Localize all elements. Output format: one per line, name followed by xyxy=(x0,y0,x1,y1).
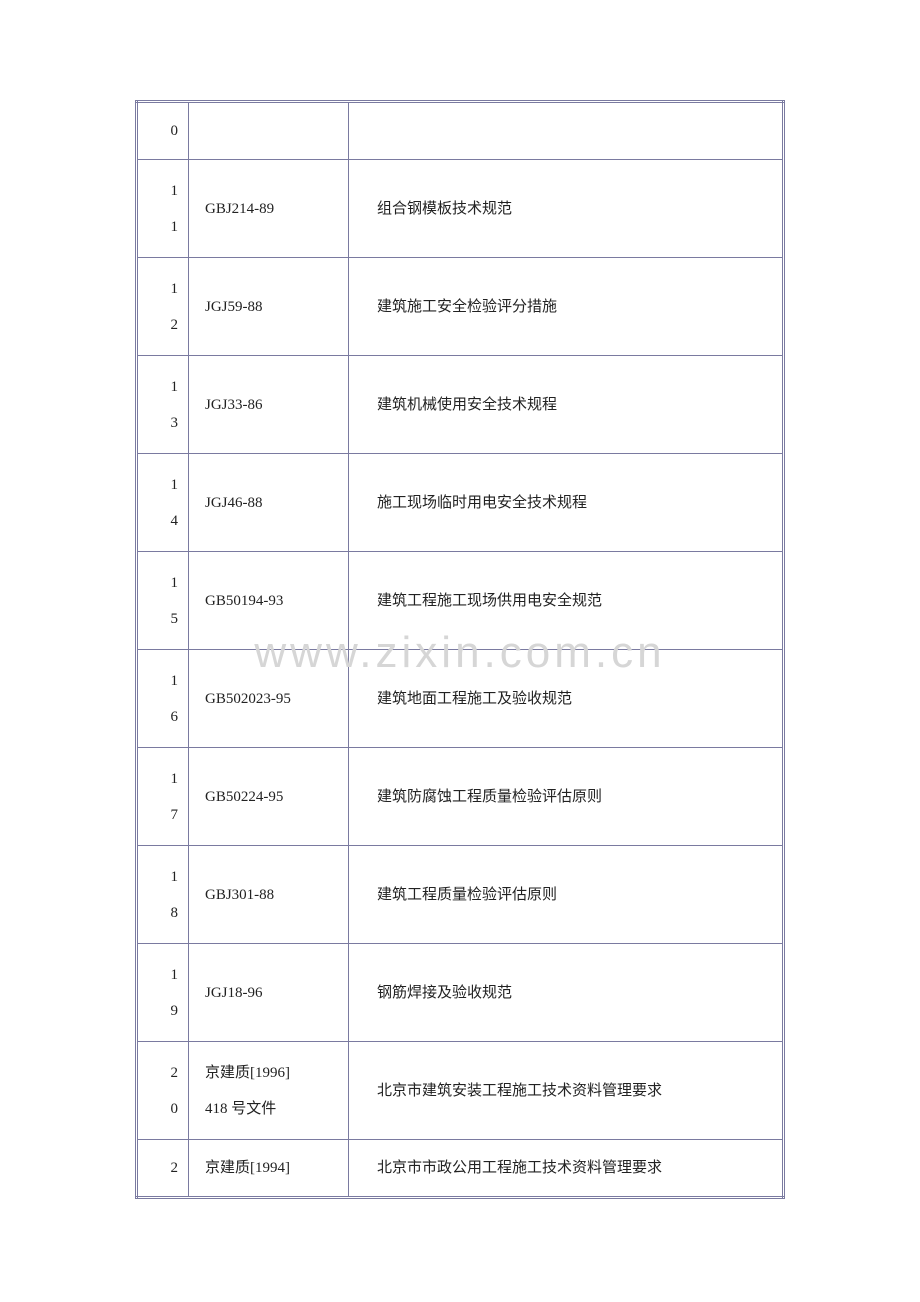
row-number-digit: 1 xyxy=(142,663,180,699)
row-number-digit: 1 xyxy=(142,173,180,209)
table-row: 20京建质[1996]418 号文件北京市建筑安装工程施工技术资料管理要求 xyxy=(137,1042,784,1140)
cell-standard-code: 京建质[1996]418 号文件 xyxy=(189,1042,349,1140)
cell-standard-code: GBJ214-89 xyxy=(189,160,349,258)
table-row: 15 GB50194-93建筑工程施工现场供用电安全规范 xyxy=(137,552,784,650)
table-row: 17 GB50224-95建筑防腐蚀工程质量检验评估原则 xyxy=(137,748,784,846)
cell-standard-code: GBJ301-88 xyxy=(189,846,349,944)
row-number-digit: 2 xyxy=(142,1055,180,1091)
table-row: 12 JGJ59-88建筑施工安全检验评分措施 xyxy=(137,258,784,356)
standards-table: 011GBJ214-89组合钢模板技术规范12JGJ59-88建筑施工安全检验评… xyxy=(135,100,785,1199)
row-number-digit: 0 xyxy=(142,1091,180,1127)
standard-code-line: GB50194-93 xyxy=(205,583,340,619)
row-number-digit: 1 xyxy=(142,761,180,797)
row-number-digit: 1 xyxy=(142,859,180,895)
cell-standard-title: 建筑机械使用安全技术规程 xyxy=(349,356,784,454)
cell-standard-title xyxy=(349,102,784,160)
row-number-digit: 8 xyxy=(142,895,180,931)
table-row: 11 GBJ214-89组合钢模板技术规范 xyxy=(137,160,784,258)
cell-standard-title: 建筑地面工程施工及验收规范 xyxy=(349,650,784,748)
table-row: 2 京建质[1994]北京市市政公用工程施工技术资料管理要求 xyxy=(137,1140,784,1198)
cell-standard-code: JGJ59-88 xyxy=(189,258,349,356)
standard-code-line: GB50224-95 xyxy=(205,779,340,815)
row-number-digit: 9 xyxy=(142,993,180,1029)
standard-code-line: 418 号文件 xyxy=(205,1091,340,1127)
standard-code-line: JGJ46-88 xyxy=(205,485,340,521)
cell-standard-title: 组合钢模板技术规范 xyxy=(349,160,784,258)
cell-standard-title: 建筑工程质量检验评估原则 xyxy=(349,846,784,944)
row-number-digit: 4 xyxy=(142,503,180,539)
row-number-digit: 6 xyxy=(142,699,180,735)
cell-standard-code: JGJ46-88 xyxy=(189,454,349,552)
standard-code-line: JGJ59-88 xyxy=(205,289,340,325)
row-number-digit: 1 xyxy=(142,467,180,503)
cell-standard-title: 建筑施工安全检验评分措施 xyxy=(349,258,784,356)
table-row: 16 GB502023-95建筑地面工程施工及验收规范 xyxy=(137,650,784,748)
standard-code-line: GBJ214-89 xyxy=(205,191,340,227)
row-number-digit: 7 xyxy=(142,797,180,833)
cell-standard-code: JGJ33-86 xyxy=(189,356,349,454)
cell-standard-title: 北京市市政公用工程施工技术资料管理要求 xyxy=(349,1140,784,1198)
standard-code-line: 京建质[1994] xyxy=(205,1150,340,1186)
row-number-digit: 1 xyxy=(142,565,180,601)
standard-code-line: JGJ33-86 xyxy=(205,387,340,423)
cell-row-number: 12 xyxy=(137,258,189,356)
cell-row-number: 0 xyxy=(137,102,189,160)
standard-code-line: GB502023-95 xyxy=(205,681,340,717)
row-number-digit: 1 xyxy=(142,271,180,307)
row-number-digit: 1 xyxy=(142,209,180,245)
table-row: 13 JGJ33-86建筑机械使用安全技术规程 xyxy=(137,356,784,454)
row-number-digit: 1 xyxy=(142,957,180,993)
cell-row-number: 20 xyxy=(137,1042,189,1140)
cell-row-number: 19 xyxy=(137,944,189,1042)
cell-standard-title: 建筑工程施工现场供用电安全规范 xyxy=(349,552,784,650)
cell-row-number: 18 xyxy=(137,846,189,944)
cell-standard-title: 建筑防腐蚀工程质量检验评估原则 xyxy=(349,748,784,846)
standard-code-line: 京建质[1996] xyxy=(205,1055,340,1091)
cell-standard-code xyxy=(189,102,349,160)
table-row: 18 GBJ301-88建筑工程质量检验评估原则 xyxy=(137,846,784,944)
row-number-digit: 2 xyxy=(142,1150,180,1186)
cell-standard-title: 施工现场临时用电安全技术规程 xyxy=(349,454,784,552)
table-row: 0 xyxy=(137,102,784,160)
table-row: 19 JGJ18-96钢筋焊接及验收规范 xyxy=(137,944,784,1042)
row-number-digit: 2 xyxy=(142,307,180,343)
cell-row-number: 2 xyxy=(137,1140,189,1198)
standard-code-line: GBJ301-88 xyxy=(205,877,340,913)
cell-row-number: 14 xyxy=(137,454,189,552)
cell-standard-title: 钢筋焊接及验收规范 xyxy=(349,944,784,1042)
standard-code-line: JGJ18-96 xyxy=(205,975,340,1011)
cell-row-number: 15 xyxy=(137,552,189,650)
table-row: 14 JGJ46-88施工现场临时用电安全技术规程 xyxy=(137,454,784,552)
cell-standard-code: GB502023-95 xyxy=(189,650,349,748)
cell-row-number: 17 xyxy=(137,748,189,846)
cell-standard-title: 北京市建筑安装工程施工技术资料管理要求 xyxy=(349,1042,784,1140)
cell-standard-code: GB50194-93 xyxy=(189,552,349,650)
cell-row-number: 11 xyxy=(137,160,189,258)
cell-standard-code: 京建质[1994] xyxy=(189,1140,349,1198)
cell-standard-code: JGJ18-96 xyxy=(189,944,349,1042)
cell-standard-code: GB50224-95 xyxy=(189,748,349,846)
cell-row-number: 16 xyxy=(137,650,189,748)
row-number-digit: 5 xyxy=(142,601,180,637)
row-number-digit: 3 xyxy=(142,405,180,441)
cell-row-number: 13 xyxy=(137,356,189,454)
row-number-digit: 0 xyxy=(142,113,180,149)
row-number-digit: 1 xyxy=(142,369,180,405)
